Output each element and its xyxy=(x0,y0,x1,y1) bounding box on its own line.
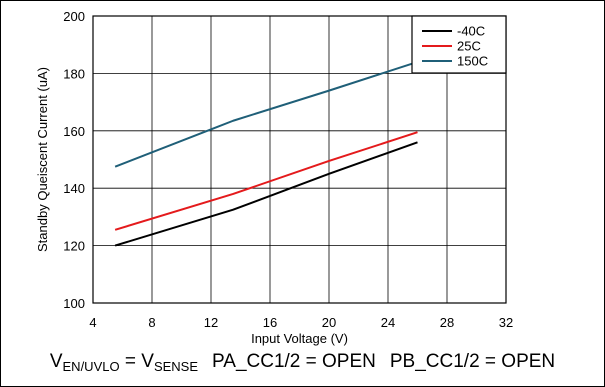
y-axis-label: Standby Queiscent Current (uA) xyxy=(35,67,50,252)
series-line-2 xyxy=(114,131,418,231)
condition-v1-sub: EN/UVLO xyxy=(62,359,120,374)
y-tick-label: 120 xyxy=(63,239,85,254)
plot-area xyxy=(92,15,507,304)
x-tick-label: 32 xyxy=(499,315,513,330)
y-tick-label: 200 xyxy=(63,9,85,24)
y-tick-label: 160 xyxy=(63,124,85,139)
legend-entry: -40C xyxy=(457,24,485,39)
x-tick-label: 16 xyxy=(263,315,277,330)
legend-entry: 150C xyxy=(457,54,488,69)
legend-entry: 25C xyxy=(457,39,481,54)
series-line-1 xyxy=(114,141,418,247)
legend-box xyxy=(411,15,507,74)
condition-equals: = xyxy=(119,351,142,372)
y-tick-labels: 100 120 140 160 180 200 xyxy=(63,9,85,311)
x-tick-label: 8 xyxy=(148,315,155,330)
x-tick-label: 28 xyxy=(440,315,454,330)
x-tick-labels: 4 8 12 16 20 24 28 32 xyxy=(89,315,513,330)
series-lines xyxy=(114,60,418,247)
x-axis-label: Input Voltage (V) xyxy=(251,331,348,346)
series-line-3 xyxy=(114,60,418,168)
condition-v2-sub: SENSE xyxy=(153,359,199,374)
y-tick-label: 100 xyxy=(63,296,85,311)
y-tick-label: 140 xyxy=(63,181,85,196)
x-tick-label: 24 xyxy=(381,315,395,330)
condition-v2-main: V xyxy=(141,351,154,372)
x-tick-label: 20 xyxy=(322,315,336,330)
condition-pa: PA_CC1/2 = OPEN xyxy=(212,351,376,372)
x-tick-label: 4 xyxy=(89,315,96,330)
test-condition-caption: VEN/UVLO = VSENSE PA_CC1/2 = OPEN PB_CC1/2… xyxy=(1,351,604,373)
y-tick-label: 180 xyxy=(63,66,85,81)
condition-v1-main: V xyxy=(49,351,63,372)
x-tick-label: 12 xyxy=(204,315,218,330)
condition-pb: PB_CC1/2 = OPEN xyxy=(389,351,556,372)
